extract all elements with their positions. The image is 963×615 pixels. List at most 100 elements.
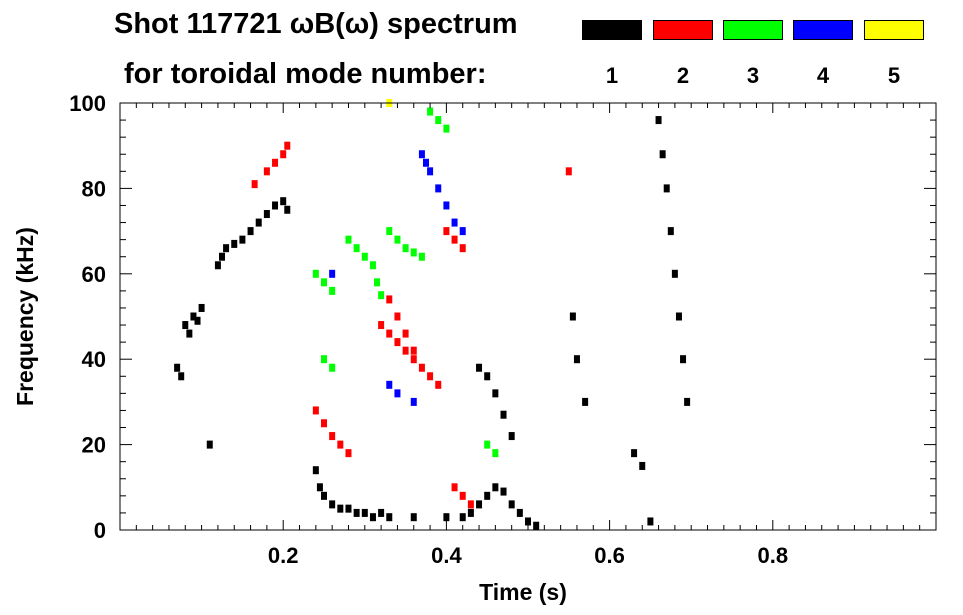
data-point-mode4-8: [386, 380, 393, 389]
data-point-mode2-15: [418, 363, 425, 372]
data-point-mode4-3: [435, 184, 442, 193]
data-point-mode1-48: [573, 355, 580, 364]
data-point-mode2-8: [337, 440, 344, 449]
legend-label-2: 2: [676, 63, 690, 88]
data-point-mode2-14: [410, 355, 417, 364]
y-tick-label-3: 60: [82, 262, 106, 287]
data-point-mode3-2: [329, 286, 336, 295]
legend-label-3: 3: [746, 63, 760, 88]
data-point-mode1-39: [516, 508, 523, 517]
data-point-mode1-17: [280, 197, 287, 206]
data-point-mode2-17: [435, 380, 442, 389]
legend-swatch-3: [723, 20, 783, 40]
data-point-mode2-2: [272, 158, 279, 167]
data-point-mode1-36: [492, 483, 499, 492]
legend-label-1: 1: [605, 63, 619, 88]
data-point-mode3-11: [402, 244, 409, 253]
data-point-mode2-21: [410, 346, 417, 355]
data-point-mode2-19: [394, 312, 401, 321]
data-point-mode1-29: [386, 513, 393, 522]
x-tick-label-0: 0.2: [268, 543, 299, 568]
legend-label-4: 4: [816, 63, 830, 88]
data-point-mode1-12: [239, 235, 246, 244]
data-point-mode2-13: [402, 346, 409, 355]
data-point-mode4-0: [418, 150, 425, 159]
data-point-mode1-2: [182, 321, 189, 330]
data-point-mode1-19: [312, 466, 319, 475]
data-point-mode3-18: [329, 363, 336, 372]
data-point-mode1-9: [219, 252, 225, 261]
data-point-mode1-56: [667, 227, 674, 236]
data-point-mode1-46: [508, 432, 515, 441]
y-tick-label-4: 80: [82, 176, 106, 201]
data-point-mode3-12: [410, 248, 417, 257]
data-point-mode2-4: [284, 141, 291, 150]
data-point-mode1-11: [231, 239, 238, 248]
data-point-mode1-38: [508, 500, 515, 509]
x-tick-label-1: 0.4: [431, 543, 462, 568]
data-point-mode2-0: [251, 180, 258, 189]
data-point-mode1-37: [500, 487, 507, 496]
data-point-mode1-8: [214, 261, 221, 270]
data-point-mode4-6: [459, 227, 466, 236]
data-point-mode2-9: [345, 449, 352, 458]
data-point-mode1-44: [492, 389, 499, 398]
data-point-mode2-6: [321, 419, 327, 428]
data-point-mode1-5: [194, 316, 201, 325]
data-point-mode1-52: [647, 517, 654, 526]
data-point-mode1-1: [178, 372, 185, 381]
data-point-mode3-14: [427, 107, 434, 116]
data-point-mode1-3: [186, 329, 193, 338]
y-tick-label-2: 40: [82, 347, 106, 372]
data-point-mode3-16: [443, 124, 450, 133]
data-point-mode4-4: [443, 201, 450, 210]
data-point-mode1-49: [582, 397, 589, 406]
data-point-mode1-41: [533, 521, 540, 530]
x-tick-label-2: 0.6: [594, 543, 625, 568]
data-point-mode2-20: [402, 329, 409, 338]
x-axis-title: Time (s): [479, 579, 567, 605]
data-point-mode3-1: [321, 278, 327, 287]
legend-swatch-1: [582, 20, 642, 40]
data-point-mode1-16: [272, 201, 279, 210]
legend-swatch-2: [653, 20, 713, 40]
data-point-mode1-60: [684, 397, 691, 406]
data-point-mode3-3: [345, 235, 352, 244]
data-point-mode3-9: [386, 227, 393, 236]
data-point-mode2-26: [451, 483, 458, 492]
legend-label-5: 5: [887, 63, 901, 88]
data-point-mode2-18: [386, 295, 393, 304]
data-point-mode1-22: [329, 500, 336, 509]
data-point-mode1-21: [321, 491, 327, 500]
data-point-mode2-28: [467, 500, 474, 509]
data-point-mode1-58: [675, 312, 682, 321]
data-point-mode1-42: [476, 363, 483, 372]
data-point-mode1-15: [263, 210, 270, 219]
data-point-mode1-25: [353, 508, 360, 517]
data-point-mode3-6: [369, 261, 376, 270]
y-tick-label-1: 20: [82, 433, 106, 458]
data-point-mode1-6: [198, 303, 205, 312]
data-point-mode2-22: [443, 227, 450, 236]
data-point-mode2-25: [565, 167, 572, 176]
chart-subtitle: for toroidal mode number:: [124, 58, 487, 90]
data-point-mode3-13: [418, 252, 425, 261]
data-point-mode1-18: [284, 205, 291, 214]
data-point-mode1-35: [484, 491, 491, 500]
data-point-mode4-5: [451, 218, 458, 227]
data-point-mode3-19: [484, 440, 491, 449]
legend-swatch-4: [793, 20, 853, 40]
data-point-mode1-45: [500, 410, 507, 419]
data-point-mode2-1: [263, 167, 270, 176]
x-tick-label-3: 0.8: [758, 543, 789, 568]
data-point-mode1-47: [569, 312, 576, 321]
data-point-mode4-1: [423, 158, 429, 167]
data-point-mode3-17: [321, 355, 327, 364]
data-point-mode2-12: [394, 338, 401, 347]
data-point-mode3-15: [435, 116, 442, 125]
data-point-mode1-53: [655, 116, 662, 125]
data-point-mode1-40: [525, 517, 531, 526]
data-point-mode1-50: [631, 449, 638, 458]
data-point-mode4-9: [394, 389, 401, 398]
